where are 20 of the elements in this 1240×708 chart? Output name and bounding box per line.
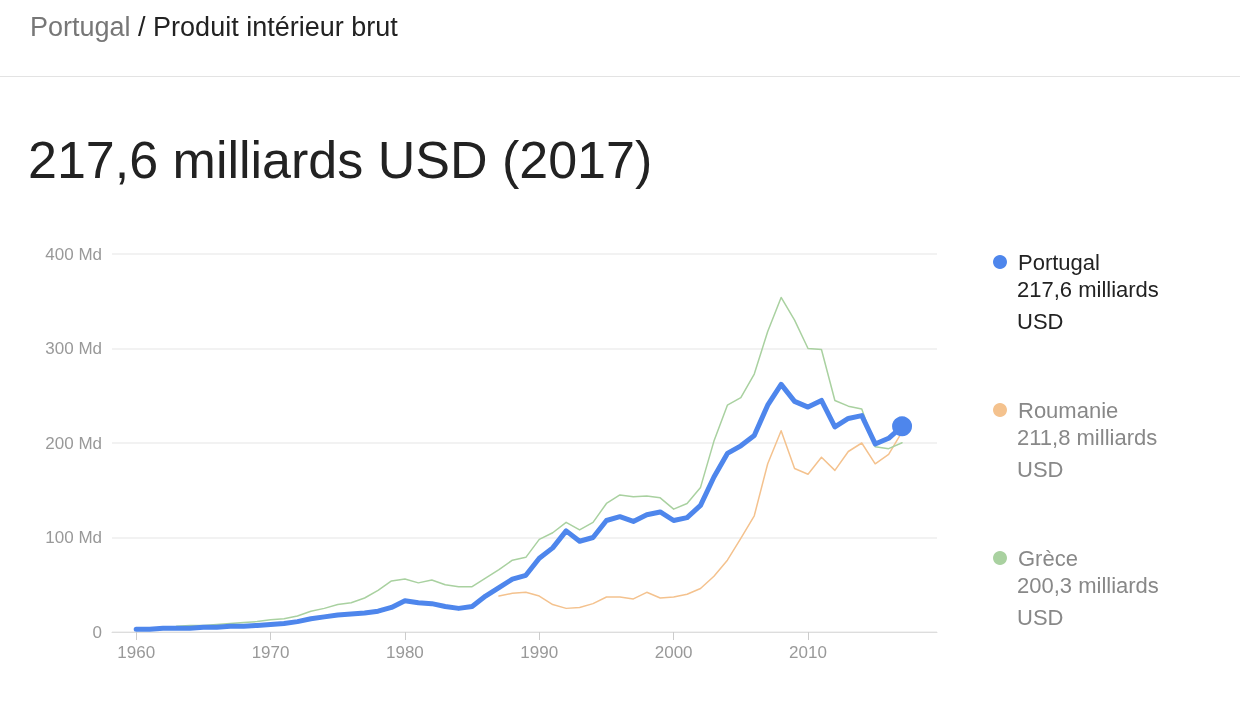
y-tick-label: 400 Md bbox=[45, 244, 102, 264]
line-series bbox=[175, 296, 903, 628]
legend-label: Grèce bbox=[1018, 545, 1078, 571]
x-tick-label: 1970 bbox=[251, 643, 290, 662]
text: 200,3 milliards USD bbox=[1017, 572, 1160, 632]
x-tick-label: 1960 bbox=[117, 643, 156, 662]
x-tick-label: 2000 bbox=[654, 643, 693, 662]
y-tick-label: 0 bbox=[92, 622, 102, 642]
text: 211,8 milliards USD bbox=[1017, 424, 1159, 484]
x-tick-label: 1980 bbox=[386, 643, 424, 662]
y-tick-label: 100 Md bbox=[45, 528, 102, 547]
y-tick-label: 300 Md bbox=[45, 339, 102, 358]
x-tick-label: 2010 bbox=[789, 643, 827, 662]
chart-subtitle: Portugal / Produit intérieur brut bbox=[30, 12, 398, 43]
x-tick-label: 1990 bbox=[520, 643, 559, 662]
legend-label: Roumanie bbox=[1018, 397, 1119, 423]
y-tick-label: 200 Md bbox=[45, 433, 102, 453]
text: 217,6 milliards USD bbox=[1017, 276, 1160, 336]
legend-label: Portugal bbox=[1018, 249, 1100, 275]
chart-title: 217,6 milliards USD (2017) bbox=[28, 130, 653, 190]
